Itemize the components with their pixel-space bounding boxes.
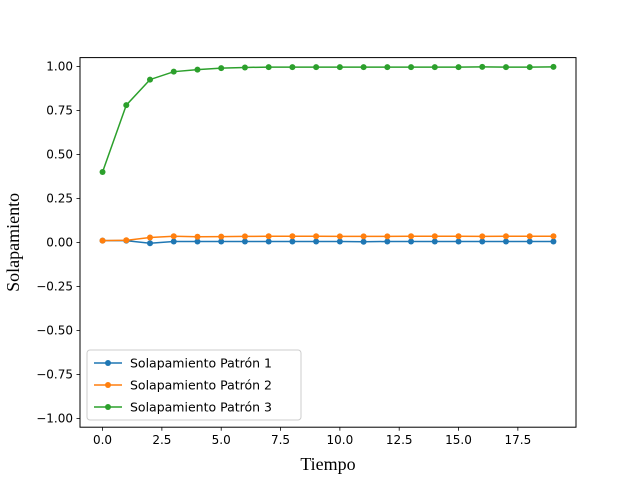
data-point <box>218 233 225 240</box>
data-point <box>218 238 225 245</box>
legend-frame <box>86 349 302 421</box>
data-point <box>360 238 367 245</box>
y-tick-label: 0.25 <box>46 192 73 206</box>
data-point <box>336 233 343 240</box>
y-axis-label: Solapamiento <box>3 193 23 292</box>
data-point <box>170 68 177 75</box>
data-point <box>313 238 320 245</box>
data-point <box>502 238 509 245</box>
x-tick-label: 5.0 <box>212 433 231 447</box>
y-tick-label: 0.00 <box>46 236 73 250</box>
data-point <box>241 64 248 71</box>
y-axis: 1.00 0.75 0.50 0.25 0.00 −0.25 −0.50 −0.75 −1.00 <box>36 60 80 426</box>
data-point <box>194 66 201 73</box>
series-1 <box>99 237 557 247</box>
data-point <box>313 233 320 240</box>
data-point <box>384 233 391 240</box>
x-tick-label: 15.0 <box>445 433 472 447</box>
y-tick-label: −0.25 <box>36 280 73 294</box>
x-tick-label: 10.0 <box>327 433 354 447</box>
x-axis: 0.0 2.5 5.0 7.5 10.0 12.5 15.0 17.5 <box>93 427 531 447</box>
y-tick-label: −1.00 <box>36 412 73 426</box>
data-point <box>241 233 248 240</box>
data-point <box>289 233 296 240</box>
data-point <box>550 233 557 240</box>
data-point <box>336 64 343 71</box>
data-point <box>455 233 462 240</box>
series-line <box>101 66 554 173</box>
data-point <box>194 233 201 240</box>
legend-marker <box>105 382 111 388</box>
data-point <box>408 238 415 245</box>
data-point <box>431 238 438 245</box>
x-tick-label: 0.0 <box>93 433 112 447</box>
data-point <box>99 169 106 175</box>
data-point <box>502 64 509 71</box>
data-point <box>431 233 438 240</box>
y-tick-label: −0.75 <box>36 368 73 382</box>
data-point <box>265 64 272 71</box>
x-tick-label: 17.5 <box>504 433 531 447</box>
data-point <box>408 233 415 240</box>
data-point <box>550 63 557 70</box>
data-point <box>265 238 272 245</box>
data-point <box>123 237 130 244</box>
data-point <box>170 233 177 240</box>
legend-label: Solapamiento Patrón 3 <box>130 400 272 415</box>
data-point <box>502 233 509 240</box>
data-point <box>147 240 154 247</box>
legend-label: Solapamiento Patrón 1 <box>130 356 272 371</box>
legend-entry-3: Solapamiento Patrón 3 <box>94 400 272 415</box>
data-point <box>479 238 486 245</box>
data-point <box>147 234 154 241</box>
data-point <box>289 238 296 245</box>
x-tick-label: 7.5 <box>271 433 290 447</box>
x-tick-label: 12.5 <box>386 433 413 447</box>
data-point <box>123 102 130 109</box>
data-point <box>384 64 391 71</box>
series-layer <box>99 63 557 247</box>
y-tick-label: 0.50 <box>46 148 73 162</box>
data-point <box>194 238 201 245</box>
data-point <box>479 233 486 240</box>
legend-entry-2: Solapamiento Patrón 2 <box>94 378 272 393</box>
data-point <box>526 238 533 245</box>
data-point <box>526 64 533 71</box>
data-point <box>99 237 106 244</box>
data-point <box>384 238 391 245</box>
data-point <box>455 64 462 71</box>
data-point <box>241 238 248 245</box>
data-point <box>455 238 462 245</box>
y-tick-label: 1.00 <box>46 60 73 74</box>
legend-entry-1: Solapamiento Patrón 1 <box>94 356 272 371</box>
series-2 <box>99 233 557 244</box>
data-point <box>431 64 438 71</box>
data-point <box>408 64 415 71</box>
data-point <box>289 64 296 71</box>
series-3 <box>99 63 557 175</box>
y-tick-label: −0.50 <box>36 324 73 338</box>
legend-label: Solapamiento Patrón 2 <box>130 378 272 393</box>
data-point <box>479 63 486 70</box>
data-point <box>550 238 557 245</box>
data-point <box>360 233 367 240</box>
legend-marker <box>105 404 111 410</box>
series-line <box>102 239 554 245</box>
legend-marker <box>105 360 111 366</box>
y-tick-label: 0.75 <box>46 104 73 118</box>
x-axis-label: Tiempo <box>300 454 355 474</box>
data-point <box>265 233 272 240</box>
data-point <box>313 64 320 71</box>
data-point <box>526 233 533 240</box>
data-point <box>147 76 154 83</box>
series-line <box>102 235 554 242</box>
data-point <box>218 65 225 72</box>
data-point <box>170 238 177 245</box>
data-point <box>336 238 343 245</box>
data-point <box>360 64 367 71</box>
legend: Solapamiento Patrón 1 Solapamiento Patrón… <box>86 349 302 421</box>
x-tick-label: 2.5 <box>152 433 171 447</box>
